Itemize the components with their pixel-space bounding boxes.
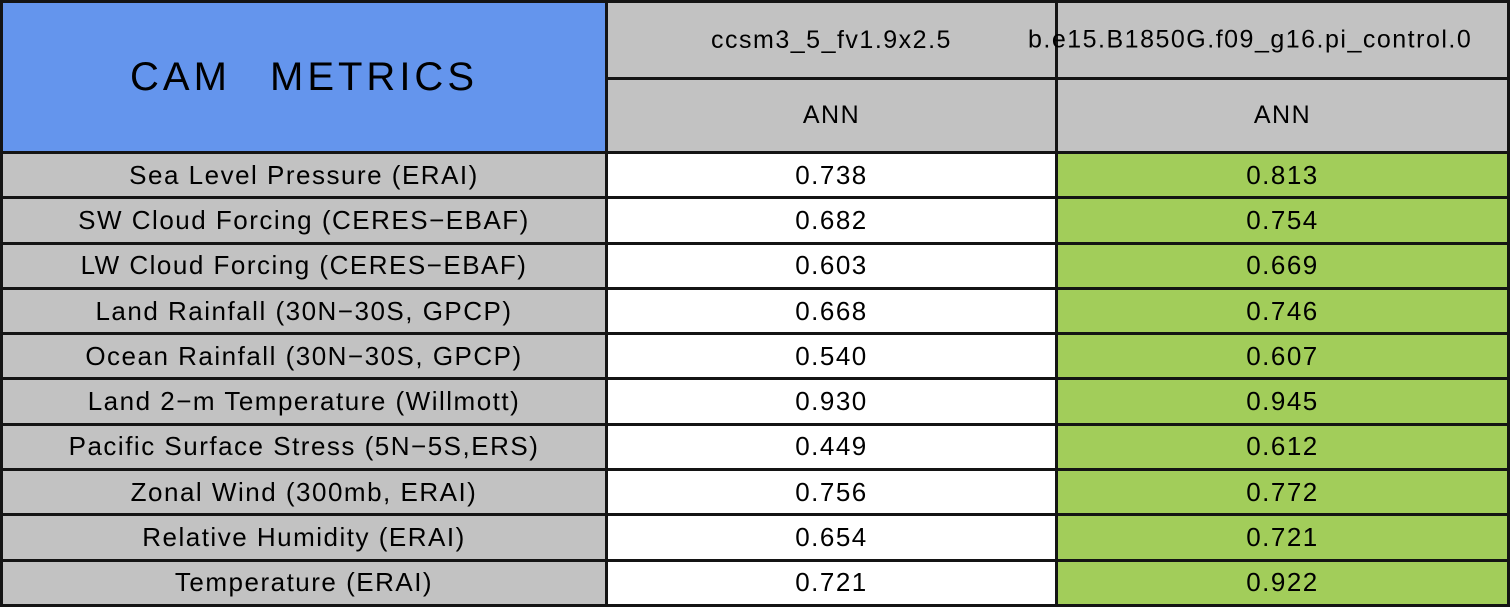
value-cell-model1: 0.540: [605, 332, 1058, 381]
table-row: Sea Level Pressure (ERAI) 0.738 0.813: [0, 150, 1510, 200]
table-row: LW Cloud Forcing (CERES−EBAF) 0.603 0.66…: [0, 241, 1510, 290]
season-header-1: ANN: [605, 77, 1058, 154]
value-cell-model2: 0.772: [1055, 468, 1510, 517]
value-cell-model1: 0.738: [605, 150, 1058, 200]
value-cell-model1: 0.449: [605, 422, 1058, 472]
table-row: SW Cloud Forcing (CERES−EBAF) 0.682 0.75…: [0, 196, 1510, 245]
metric-label: SW Cloud Forcing (CERES−EBAF): [0, 196, 608, 245]
value-cell-model2: 0.746: [1055, 286, 1510, 336]
value-cell-model1: 0.930: [605, 377, 1058, 426]
metric-label: Temperature (ERAI): [0, 558, 608, 608]
model-header-row: CAM METRICS ccsm3_5_fv1.9x2.5 b.e15.B185…: [0, 0, 1510, 154]
value-cell-model2: 0.721: [1055, 513, 1510, 562]
value-cell-model1: 0.654: [605, 513, 1058, 562]
table-row: Land 2−m Temperature (Willmott) 0.930 0.…: [0, 377, 1510, 426]
metric-label: Land 2−m Temperature (Willmott): [0, 377, 608, 426]
table-row: Pacific Surface Stress (5N−5S,ERS) 0.449…: [0, 422, 1510, 472]
table-row: Zonal Wind (300mb, ERAI) 0.756 0.772: [0, 468, 1510, 517]
value-cell-model2: 0.669: [1055, 241, 1510, 290]
table-title: CAM METRICS: [0, 0, 608, 154]
model-header-2-label: b.e15.B1850G.f09_g16.pi_control.0: [1028, 25, 1473, 54]
season-header-row: ANN ANN: [2, 77, 1510, 154]
metric-label: Ocean Rainfall (30N−30S, GPCP): [0, 332, 608, 381]
value-cell-model1: 0.668: [605, 286, 1058, 336]
season-header-2: ANN: [1055, 77, 1510, 154]
table-row: Land Rainfall (30N−30S, GPCP) 0.668 0.74…: [0, 286, 1510, 336]
metric-label: Relative Humidity (ERAI): [0, 513, 608, 562]
value-cell-model2: 0.607: [1055, 332, 1510, 381]
metric-label: Land Rainfall (30N−30S, GPCP): [0, 286, 608, 336]
value-cell-model1: 0.682: [605, 196, 1058, 245]
value-cell-model2: 0.612: [1055, 422, 1510, 472]
metric-label: Zonal Wind (300mb, ERAI): [0, 468, 608, 517]
model-header-2: b.e15.B1850G.f09_g16.pi_control.0: [1028, 0, 1510, 80]
value-cell-model1: 0.603: [605, 241, 1058, 290]
metric-label: Pacific Surface Stress (5N−5S,ERS): [0, 422, 608, 472]
value-cell-model2: 0.754: [1055, 196, 1510, 245]
table-row: Temperature (ERAI) 0.721 0.922: [0, 558, 1510, 608]
table-row: Relative Humidity (ERAI) 0.654 0.721: [0, 513, 1510, 562]
value-cell-model1: 0.756: [605, 468, 1058, 517]
value-cell-model1: 0.721: [605, 558, 1058, 608]
table-row: Ocean Rainfall (30N−30S, GPCP) 0.540 0.6…: [0, 332, 1510, 381]
value-cell-model2: 0.922: [1055, 558, 1510, 608]
metric-label: LW Cloud Forcing (CERES−EBAF): [0, 241, 608, 290]
value-cell-model2: 0.945: [1055, 377, 1510, 426]
metric-label: Sea Level Pressure (ERAI): [0, 150, 608, 200]
model-header-1: ccsm3_5_fv1.9x2.5: [605, 0, 1058, 80]
value-cell-model2: 0.813: [1055, 150, 1510, 200]
